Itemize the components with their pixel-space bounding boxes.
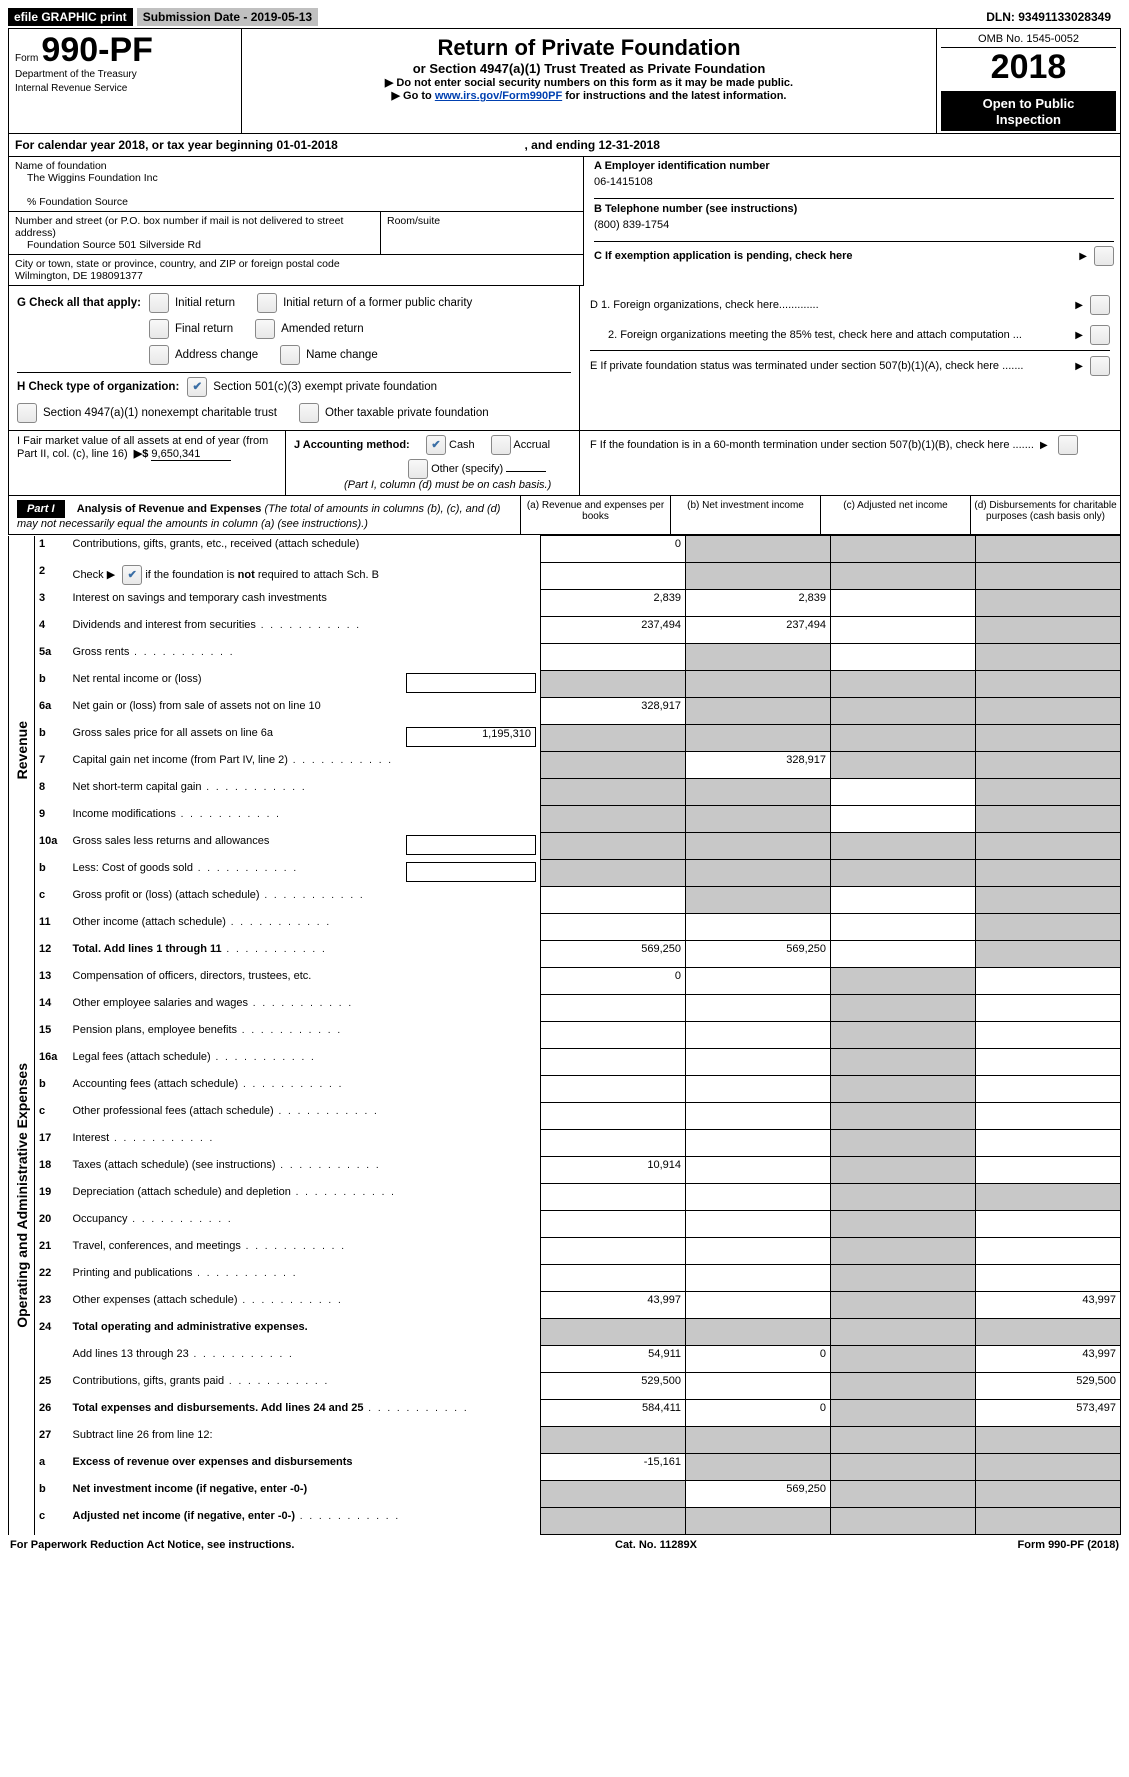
tax-year: 2018 xyxy=(941,48,1116,92)
calendar-year-band: For calendar year 2018, or tax year begi… xyxy=(8,134,1121,157)
h-label: H Check type of organization: xyxy=(17,381,179,393)
col-d-head: (d) Disbursements for charitable purpose… xyxy=(970,496,1120,534)
name-box: Name of foundation The Wiggins Foundatio… xyxy=(8,157,583,212)
e-checkbox[interactable] xyxy=(1090,356,1110,376)
submission-date: Submission Date - 2019-05-13 xyxy=(137,8,318,26)
ij-section: I Fair market value of all assets at end… xyxy=(8,431,1121,496)
phone-value: (800) 839-1754 xyxy=(594,215,1114,241)
g-amended-checkbox[interactable] xyxy=(255,319,275,339)
f-checkbox[interactable] xyxy=(1058,435,1078,455)
ein-label: A Employer identification number xyxy=(594,160,1114,172)
phone-label: B Telephone number (see instructions) xyxy=(594,198,1114,215)
footer-right: Form 990-PF (2018) xyxy=(1018,1539,1120,1551)
city-box: City or town, state or province, country… xyxy=(8,255,583,286)
form-number: 990-PF xyxy=(41,31,153,69)
room-label: Room/suite xyxy=(387,215,577,227)
header-left: Form 990-PF Department of the Treasury I… xyxy=(9,29,242,133)
h-4947-checkbox[interactable] xyxy=(17,403,37,423)
gh-section: G Check all that apply: Initial return I… xyxy=(8,286,1121,431)
c-exemption-checkbox[interactable] xyxy=(1094,246,1114,266)
header-center: Return of Private Foundation or Section … xyxy=(242,29,936,133)
form-prefix: Form xyxy=(15,53,38,64)
h-other-checkbox[interactable] xyxy=(299,403,319,423)
arrow-icon xyxy=(1072,299,1086,311)
open-to-public: Open to Public Inspection xyxy=(941,92,1116,131)
g-final-checkbox[interactable] xyxy=(149,319,169,339)
col-c-head: (c) Adjusted net income xyxy=(820,496,970,534)
c-exemption-label: C If exemption application is pending, c… xyxy=(594,250,1076,262)
f-box: F If the foundation is in a 60-month ter… xyxy=(579,431,1120,495)
j-accrual-checkbox[interactable] xyxy=(491,435,511,455)
irs-link[interactable]: www.irs.gov/Form990PF xyxy=(435,90,562,102)
arrow-icon xyxy=(1037,439,1051,451)
part1-title: Analysis of Revenue and Expenses xyxy=(77,503,262,515)
part1-grid: Revenue1Contributions, gifts, grants, et… xyxy=(8,535,1121,1535)
ssN-warning: ▶ Do not enter social security numbers o… xyxy=(248,76,930,89)
footer-left: For Paperwork Reduction Act Notice, see … xyxy=(10,1539,294,1551)
form-header: Form 990-PF Department of the Treasury I… xyxy=(8,28,1121,134)
arrow-icon xyxy=(1072,360,1086,372)
addr-box: Number and street (or P.O. box number if… xyxy=(8,212,380,255)
g-initial-former-checkbox[interactable] xyxy=(257,293,277,313)
j-note: (Part I, column (d) must be on cash basi… xyxy=(294,479,571,491)
d2-checkbox[interactable] xyxy=(1090,325,1110,345)
h-501c3-checkbox[interactable] xyxy=(187,377,207,397)
right-ident-col: A Employer identification number 06-1415… xyxy=(583,157,1121,286)
i-box: I Fair market value of all assets at end… xyxy=(9,431,285,495)
part1-header: Part I Analysis of Revenue and Expenses … xyxy=(8,496,1121,535)
dept-line-2: Internal Revenue Service xyxy=(15,83,235,95)
street-address: Foundation Source 501 Silverside Rd xyxy=(15,239,374,251)
d1-label: D 1. Foreign organizations, check here..… xyxy=(590,299,1072,311)
col-a-head: (a) Revenue and expenses per books xyxy=(520,496,670,534)
top-bar: efile GRAPHIC print Submission Date - 20… xyxy=(8,8,1121,26)
omb-number: OMB No. 1545-0052 xyxy=(941,31,1116,48)
g-address-checkbox[interactable] xyxy=(149,345,169,365)
gh-right: D 1. Foreign organizations, check here..… xyxy=(579,286,1120,430)
form-subtitle: or Section 4947(a)(1) Trust Treated as P… xyxy=(248,61,930,76)
e-label: E If private foundation status was termi… xyxy=(590,360,1072,372)
fmv-value: 9,650,341 xyxy=(151,448,231,461)
d2-label: 2. Foreign organizations meeting the 85%… xyxy=(590,329,1072,341)
part1-desc: Part I Analysis of Revenue and Expenses … xyxy=(9,496,520,534)
arrow-icon xyxy=(1072,329,1086,341)
f-label: F If the foundation is in a 60-month ter… xyxy=(590,439,1034,451)
header-right: OMB No. 1545-0052 2018 Open to Public In… xyxy=(936,29,1120,133)
d1-checkbox[interactable] xyxy=(1090,295,1110,315)
part1-tag: Part I xyxy=(17,500,65,518)
form-title: Return of Private Foundation xyxy=(248,35,930,61)
footer-mid: Cat. No. 11289X xyxy=(615,1539,697,1551)
dln: DLN: 93491133028349 xyxy=(980,8,1117,26)
name-label: Name of foundation xyxy=(15,160,577,172)
city-label: City or town, state or province, country… xyxy=(15,258,577,270)
goto-line: ▶ Go to www.irs.gov/Form990PF for instru… xyxy=(248,89,930,102)
page-footer: For Paperwork Reduction Act Notice, see … xyxy=(8,1535,1121,1555)
room-box: Room/suite xyxy=(380,212,583,255)
g-name-checkbox[interactable] xyxy=(280,345,300,365)
city-state-zip: Wilmington, DE 198091377 xyxy=(15,270,577,282)
col-b-head: (b) Net investment income xyxy=(670,496,820,534)
j-box: J Accounting method: Cash Accrual Other … xyxy=(285,431,579,495)
dept-line-1: Department of the Treasury xyxy=(15,69,235,81)
arrow-icon xyxy=(1076,250,1090,262)
g-label: G Check all that apply: xyxy=(17,297,141,309)
care-of: % Foundation Source xyxy=(15,196,577,208)
ein-value: 06-1415108 xyxy=(594,172,1114,198)
j-cash-checkbox[interactable] xyxy=(426,435,446,455)
j-label: J Accounting method: xyxy=(294,439,410,451)
addr-label: Number and street (or P.O. box number if… xyxy=(15,215,374,239)
gh-left: G Check all that apply: Initial return I… xyxy=(9,286,579,430)
g-initial-checkbox[interactable] xyxy=(149,293,169,313)
efile-tag: efile GRAPHIC print xyxy=(8,8,133,26)
foundation-name: The Wiggins Foundation Inc xyxy=(15,172,577,184)
j-other-checkbox[interactable] xyxy=(408,459,428,479)
